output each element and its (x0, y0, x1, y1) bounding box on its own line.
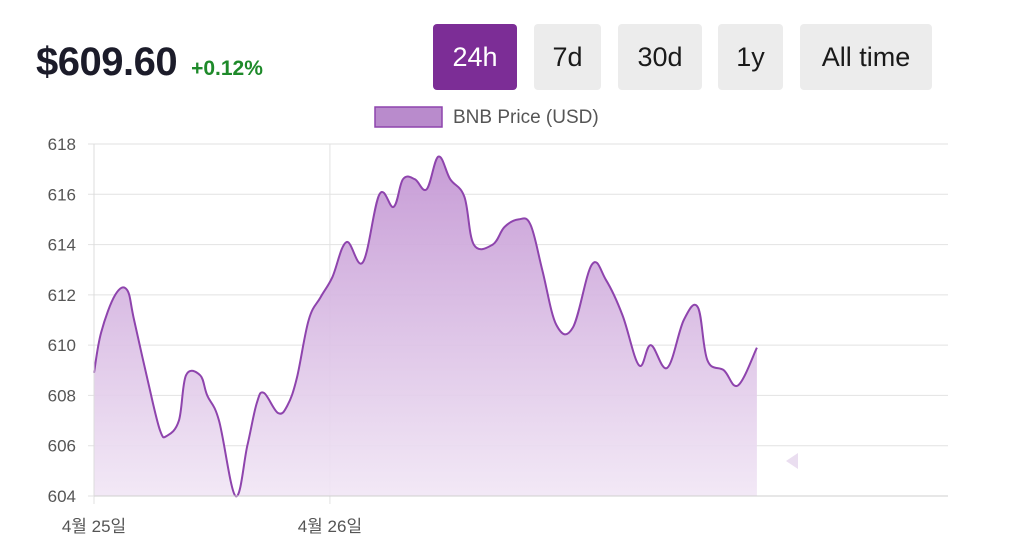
y-tick-label: 616 (48, 185, 76, 204)
y-tick-label: 608 (48, 386, 76, 405)
range-24h-button[interactable]: 24h (433, 24, 517, 90)
price-chart: BNB Price (USD) 604 606 608 610 612 614 616 618… (48, 106, 948, 536)
x-tick-label: 4월 25일 (62, 517, 126, 536)
chart-legend[interactable]: BNB Price (USD) (374, 106, 599, 128)
price-change: +0.12% (191, 57, 263, 80)
time-range-tabs: 24h 7d 30d 1y All time (0, 24, 1024, 90)
y-tick-label: 606 (48, 437, 76, 456)
range-1y-button[interactable]: 1y (718, 24, 783, 90)
price-series-line (93, 155, 758, 498)
price-summary: $609.60 +0.12% (36, 40, 263, 85)
legend-label: BNB Price (USD) (453, 107, 599, 128)
x-tick-label: 4월 26일 (298, 517, 362, 536)
y-tick-label: 618 (48, 135, 76, 154)
y-tick-label: 614 (48, 236, 76, 255)
y-tick-label: 612 (48, 286, 76, 305)
y-tick-label: 610 (48, 336, 76, 355)
cryptonews-watermark: cryptonews (778, 447, 910, 475)
current-price: $609.60 (36, 40, 178, 84)
watermark-text: cryptonews (816, 452, 910, 471)
legend-swatch (374, 106, 443, 128)
range-all-time-button[interactable]: All time (800, 24, 932, 90)
y-tick-label: 604 (48, 487, 76, 506)
price-area-fill (94, 156, 757, 497)
cryptonews-logo-mark (786, 453, 798, 469)
range-30d-button[interactable]: 30d (618, 24, 702, 90)
range-7d-button[interactable]: 7d (534, 24, 601, 90)
